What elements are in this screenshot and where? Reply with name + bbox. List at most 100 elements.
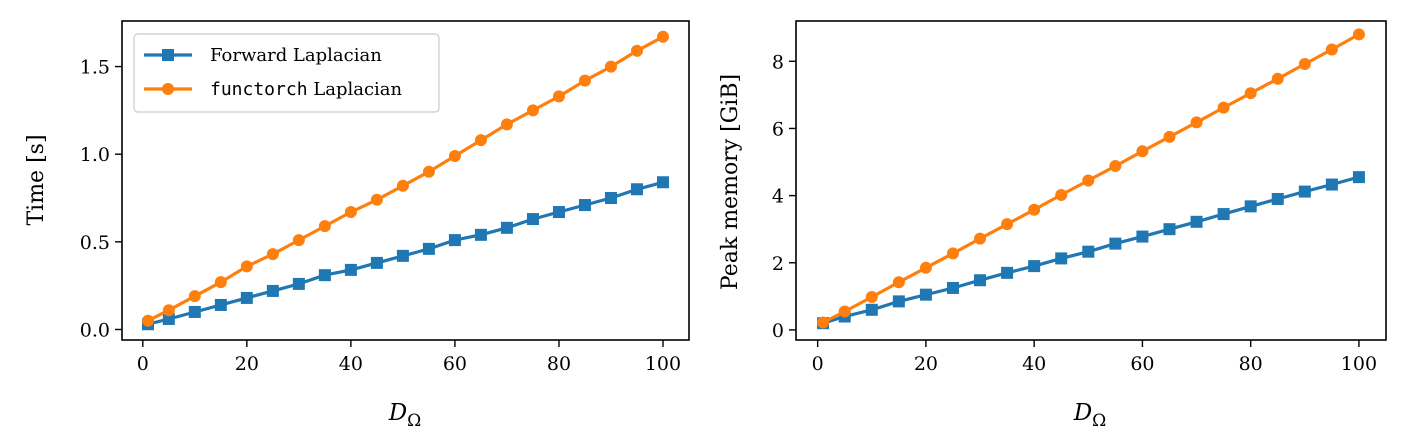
data-point bbox=[292, 234, 305, 247]
data-point bbox=[500, 118, 513, 131]
memory-chart-x-axis-label-sub: Ω bbox=[1092, 411, 1106, 431]
time-chart-axes-frame bbox=[121, 20, 690, 341]
data-point bbox=[578, 74, 591, 87]
data-point bbox=[604, 192, 617, 205]
time-chart-x-axis-label-sub: Ω bbox=[407, 411, 421, 431]
data-point bbox=[578, 199, 591, 212]
data-point bbox=[1190, 116, 1203, 129]
data-point bbox=[552, 90, 565, 103]
data-point bbox=[946, 247, 959, 260]
time-chart-legend: Forward Laplacian functorch Laplacian bbox=[133, 33, 440, 113]
x-tick-label: 60 bbox=[1130, 353, 1154, 375]
data-point bbox=[162, 304, 175, 317]
x-tick-label: 40 bbox=[339, 353, 363, 375]
y-tick-label: 1.0 bbox=[80, 144, 110, 166]
data-point bbox=[1163, 130, 1176, 143]
memory-chart-y-ticks: 0 2 4 6 8 bbox=[772, 51, 796, 342]
memory-chart-x-ticks: 0 20 40 60 80 100 bbox=[812, 340, 1377, 375]
y-tick-label: 6 bbox=[772, 118, 784, 140]
data-point bbox=[1244, 87, 1257, 100]
memory-chart-y-axis-label: Peak memory [GiB] bbox=[718, 74, 743, 290]
y-tick-label: 0 bbox=[772, 320, 784, 342]
data-point bbox=[1082, 245, 1095, 258]
data-point bbox=[344, 206, 357, 219]
data-point bbox=[1109, 160, 1122, 173]
legend-entry: Forward Laplacian bbox=[144, 45, 382, 66]
y-tick-label: 1.5 bbox=[80, 57, 110, 79]
data-point bbox=[1001, 266, 1014, 279]
legend-label-part: Laplacian bbox=[308, 79, 403, 100]
data-point bbox=[919, 261, 932, 274]
legend-entry: functorch Laplacian bbox=[144, 79, 403, 100]
x-tick-label: 0 bbox=[137, 353, 149, 375]
data-point bbox=[1217, 101, 1230, 114]
data-point bbox=[448, 234, 461, 247]
data-point bbox=[656, 30, 669, 43]
data-point bbox=[318, 220, 331, 233]
legend-marker bbox=[162, 83, 174, 95]
y-tick-label: 8 bbox=[772, 51, 784, 73]
data-point bbox=[1325, 43, 1338, 56]
y-tick-label: 4 bbox=[772, 186, 784, 208]
x-tick-label: 80 bbox=[547, 353, 571, 375]
data-point bbox=[604, 60, 617, 73]
time-chart-x-axis-label-main: D bbox=[388, 400, 407, 426]
series-forward-laplacian bbox=[142, 176, 669, 331]
legend-marker bbox=[162, 49, 174, 61]
data-point bbox=[474, 228, 487, 241]
data-point bbox=[865, 303, 878, 316]
time-chart-y-axis-label: Time [s] bbox=[24, 134, 49, 225]
data-point bbox=[1001, 218, 1014, 231]
data-point bbox=[946, 281, 959, 294]
time-chart-panel: 0 20 40 60 80 100 0.0 0.5 1.0 1.5 Time [s] DΩ Fo… bbox=[24, 20, 690, 431]
data-point bbox=[1055, 188, 1068, 201]
data-point bbox=[1271, 72, 1284, 85]
legend-box bbox=[133, 33, 440, 113]
data-point bbox=[240, 260, 253, 273]
memory-chart-axes-frame bbox=[795, 20, 1387, 341]
x-tick-label: 100 bbox=[1341, 353, 1377, 375]
data-point bbox=[1298, 57, 1311, 70]
data-point bbox=[1325, 178, 1338, 191]
data-point bbox=[1028, 260, 1041, 273]
data-point bbox=[422, 165, 435, 178]
data-point bbox=[188, 290, 201, 303]
data-point bbox=[266, 284, 279, 297]
memory-chart-plot-area bbox=[817, 28, 1365, 330]
data-point bbox=[370, 256, 383, 269]
data-point bbox=[344, 263, 357, 276]
x-tick-label: 20 bbox=[914, 353, 938, 375]
data-point bbox=[1217, 208, 1230, 221]
data-point bbox=[892, 276, 905, 289]
data-point bbox=[1352, 171, 1365, 184]
memory-chart-x-axis-label: DΩ bbox=[1073, 400, 1107, 431]
data-point bbox=[1136, 230, 1149, 243]
x-tick-label: 20 bbox=[235, 353, 259, 375]
data-point bbox=[500, 221, 513, 234]
data-point bbox=[370, 193, 383, 206]
data-point bbox=[552, 206, 565, 219]
data-point bbox=[1163, 223, 1176, 236]
data-point bbox=[266, 248, 279, 261]
x-tick-label: 60 bbox=[443, 353, 467, 375]
time-chart-x-ticks: 0 20 40 60 80 100 bbox=[137, 340, 681, 375]
data-point bbox=[240, 291, 253, 304]
data-point bbox=[838, 305, 851, 318]
data-point bbox=[448, 149, 461, 162]
data-point bbox=[974, 274, 987, 287]
data-point bbox=[1136, 145, 1149, 158]
x-tick-label: 40 bbox=[1022, 353, 1046, 375]
data-point bbox=[919, 288, 932, 301]
series-functorch-laplacian bbox=[142, 30, 669, 327]
data-point bbox=[1109, 237, 1122, 250]
data-point bbox=[974, 232, 987, 245]
data-point bbox=[630, 183, 643, 196]
data-point bbox=[318, 269, 331, 282]
data-point bbox=[1028, 203, 1041, 216]
data-point bbox=[865, 291, 878, 304]
x-tick-label: 100 bbox=[645, 353, 681, 375]
x-tick-label: 80 bbox=[1239, 353, 1263, 375]
data-point bbox=[188, 305, 201, 318]
memory-chart-x-axis-label-main: D bbox=[1073, 400, 1092, 426]
